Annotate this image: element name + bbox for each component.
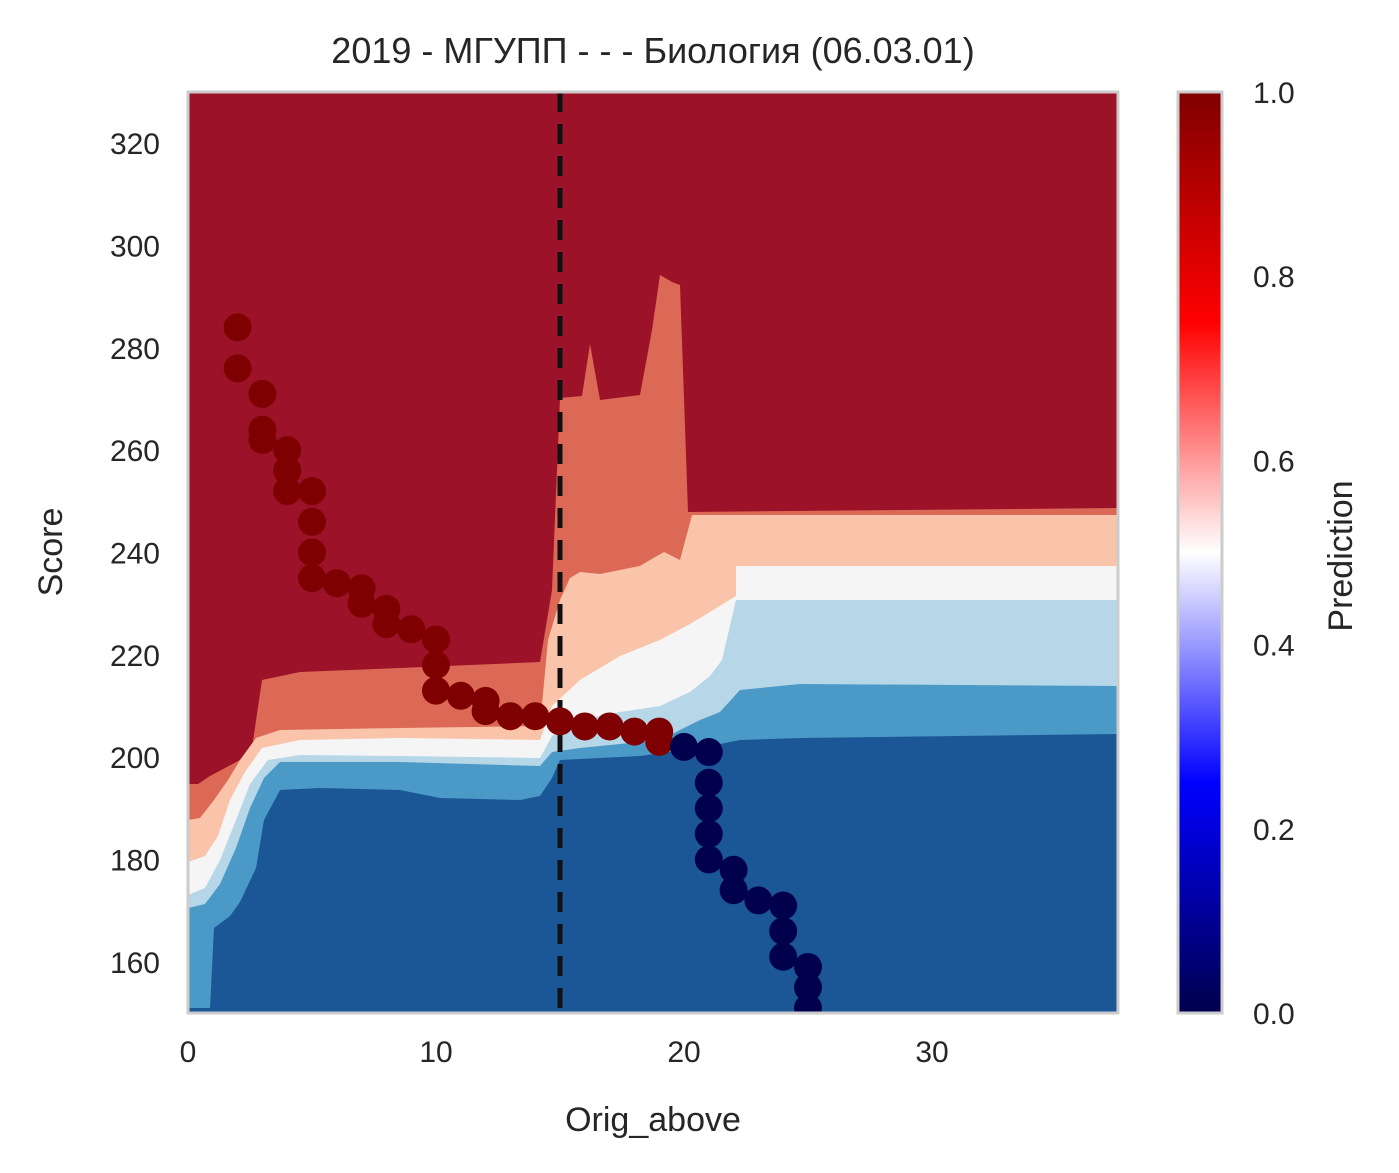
colorbar-ticks: 0.0 0.2 0.4 0.6 0.8 1.0 xyxy=(1253,77,1295,1031)
data-point-class-0 xyxy=(769,917,798,946)
y-tick-label: 200 xyxy=(110,742,160,775)
data-point-class-1 xyxy=(347,589,376,618)
colorbar-tick-label: 0.8 xyxy=(1253,261,1295,294)
colorbar-tick-label: 0.6 xyxy=(1253,445,1295,478)
x-tick-label: 10 xyxy=(419,1036,452,1069)
data-point-class-0 xyxy=(694,768,723,797)
data-point-class-1 xyxy=(471,697,500,726)
x-axis-label: Orig_above xyxy=(565,1101,741,1139)
x-tick-label: 20 xyxy=(667,1036,700,1069)
data-point-class-0 xyxy=(694,794,723,823)
y-tick-label: 160 xyxy=(110,947,160,980)
data-point-class-0 xyxy=(769,942,798,971)
data-point-class-1 xyxy=(298,538,326,567)
data-point-class-0 xyxy=(794,993,822,1013)
data-point-class-0 xyxy=(694,845,723,874)
data-point-class-0 xyxy=(719,876,748,905)
y-axis-ticks: 160 180 200 220 240 260 280 300 320 xyxy=(110,128,160,980)
data-point-class-1 xyxy=(298,507,326,536)
data-point-class-1 xyxy=(223,313,252,342)
data-point-class-1 xyxy=(372,610,401,639)
colorbar-gradient xyxy=(1176,90,1224,1015)
colorbar-tick-label: 1.0 xyxy=(1253,77,1295,110)
data-point-class-1 xyxy=(595,712,624,741)
data-point-class-1 xyxy=(496,702,525,731)
y-tick-label: 280 xyxy=(110,333,160,366)
data-point-class-1 xyxy=(422,676,450,705)
data-point-class-1 xyxy=(248,425,277,454)
data-point-class-1 xyxy=(397,615,426,644)
y-tick-label: 220 xyxy=(110,640,160,673)
scatter-points xyxy=(223,313,822,1013)
data-point-class-0 xyxy=(744,886,773,915)
y-axis-label: Score xyxy=(32,508,70,597)
contour-band-level-0 xyxy=(188,734,1118,1013)
x-axis-ticks: 0 10 20 30 xyxy=(180,1036,949,1069)
data-point-class-0 xyxy=(794,973,822,1002)
data-point-class-1 xyxy=(273,456,302,485)
data-point-class-1 xyxy=(422,625,450,654)
colorbar-tick-label: 0.0 xyxy=(1253,998,1295,1031)
data-point-class-1 xyxy=(322,569,351,598)
colorbar-tick-label: 0.4 xyxy=(1253,630,1295,663)
y-tick-label: 260 xyxy=(110,435,160,468)
data-point-class-1 xyxy=(273,477,302,506)
data-point-class-1 xyxy=(223,354,252,383)
colorbar-tick-label: 0.2 xyxy=(1253,814,1295,847)
data-point-class-0 xyxy=(719,855,748,884)
data-point-class-1 xyxy=(570,712,599,741)
x-tick-label: 30 xyxy=(915,1036,948,1069)
data-point-class-0 xyxy=(694,738,723,767)
data-point-class-1 xyxy=(273,436,302,465)
data-point-class-1 xyxy=(298,564,326,593)
data-point-class-0 xyxy=(794,952,822,981)
data-point-class-1 xyxy=(248,379,277,408)
y-tick-label: 180 xyxy=(110,845,160,878)
data-point-class-1 xyxy=(645,727,674,756)
data-point-class-1 xyxy=(422,651,450,680)
y-tick-label: 240 xyxy=(110,538,160,571)
chart-title: 2019 - МГУПП - - - Биология (06.03.01) xyxy=(331,30,974,71)
data-point-class-0 xyxy=(769,891,798,920)
y-tick-label: 320 xyxy=(110,128,160,161)
data-point-class-1 xyxy=(546,707,574,736)
y-tick-label: 300 xyxy=(110,231,160,264)
data-point-class-1 xyxy=(298,477,326,506)
data-point-class-0 xyxy=(670,732,698,761)
data-point-class-0 xyxy=(694,819,723,848)
plot-area xyxy=(188,92,1118,1013)
colorbar-label: Prediction xyxy=(1322,480,1360,631)
x-tick-label: 0 xyxy=(180,1036,197,1069)
data-point-class-1 xyxy=(446,681,475,710)
data-point-class-1 xyxy=(521,702,550,731)
plot-frame xyxy=(186,90,1120,1015)
colorbar: 0.0 0.2 0.4 0.6 0.8 1.0 Prediction xyxy=(1176,77,1360,1031)
data-point-class-1 xyxy=(620,717,649,746)
